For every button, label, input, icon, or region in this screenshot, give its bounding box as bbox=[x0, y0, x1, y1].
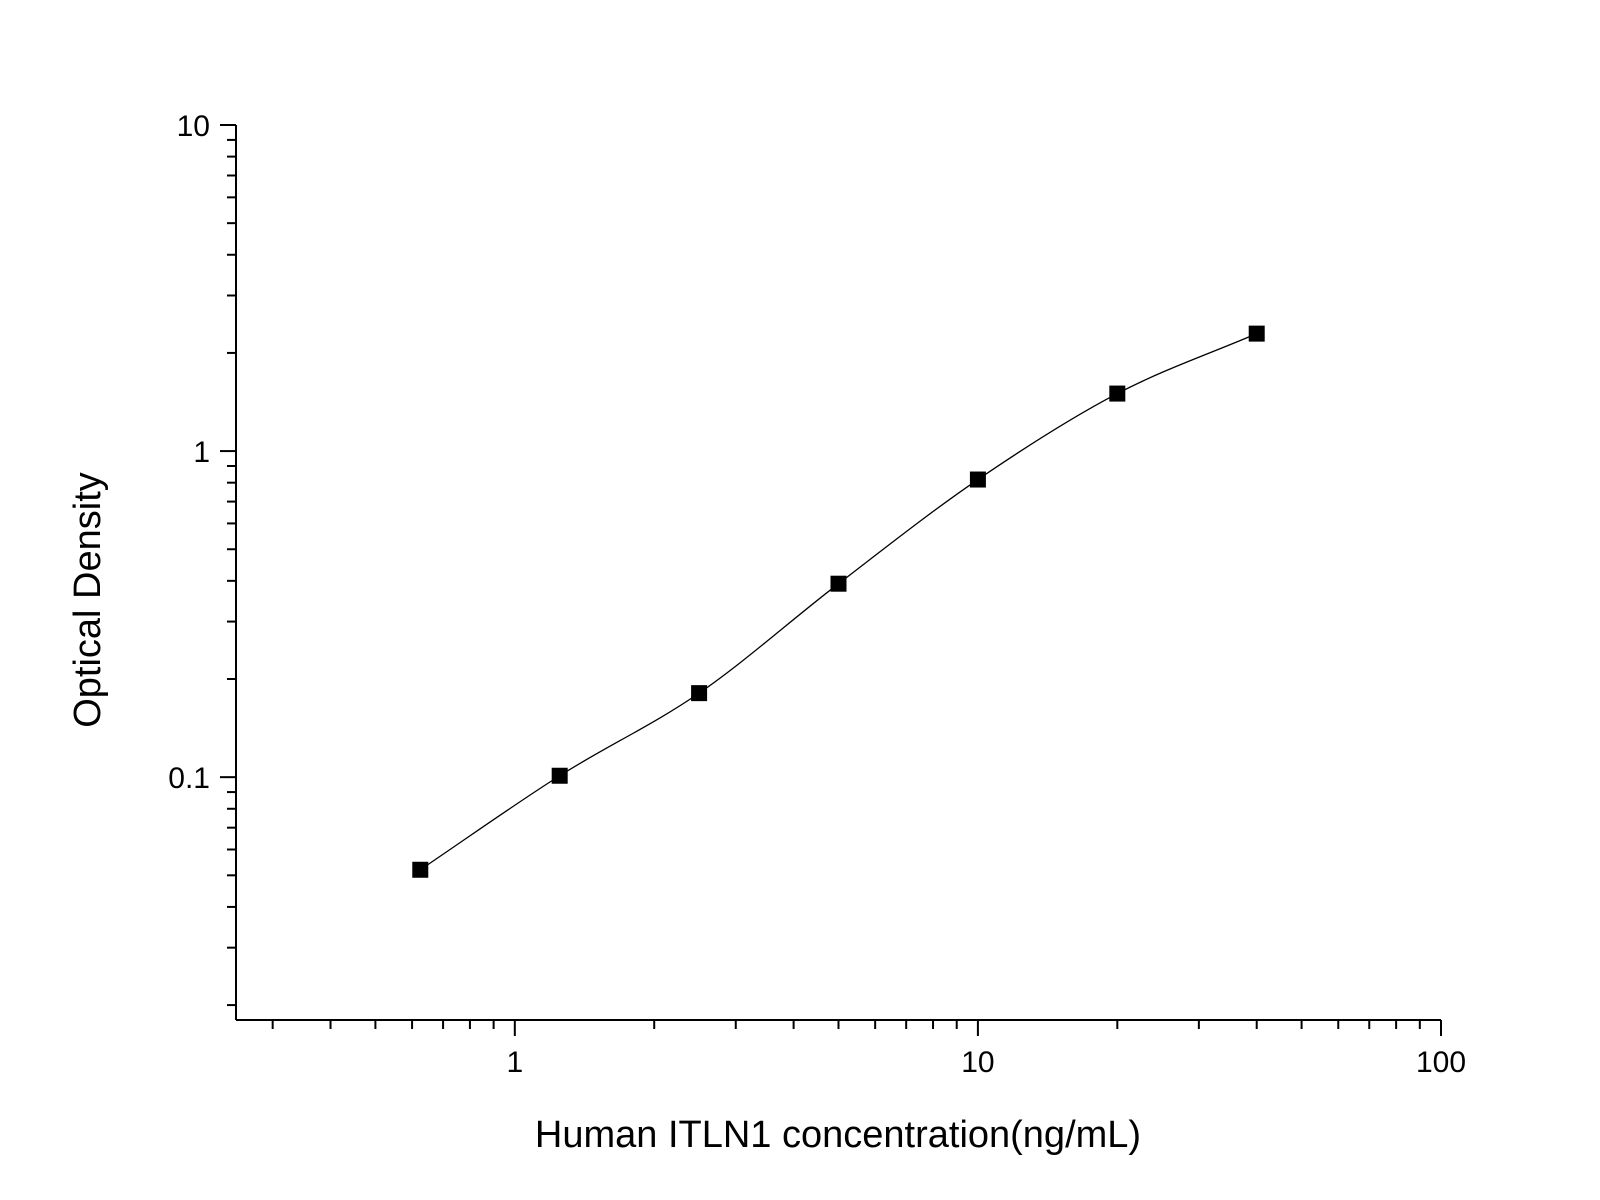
x-tick-label: 10 bbox=[961, 1046, 994, 1079]
plot-area: 0.1 1 10 1 10 100 bbox=[168, 110, 1466, 1079]
data-point bbox=[551, 767, 568, 784]
y-tick-label: 1 bbox=[193, 436, 210, 469]
x-axis-label: Human ITLN1 concentration(ng/mL) bbox=[535, 1114, 1141, 1156]
data-point bbox=[412, 861, 429, 878]
data-point bbox=[969, 471, 986, 488]
data-point bbox=[1248, 325, 1265, 342]
y-tick-label: 10 bbox=[177, 110, 210, 143]
data-points bbox=[412, 325, 1265, 878]
data-point bbox=[1109, 385, 1126, 402]
y-axis-ticks: 0.1 1 10 bbox=[168, 110, 236, 1007]
x-tick-label: 1 bbox=[506, 1046, 523, 1079]
fit-curve bbox=[419, 333, 1257, 871]
x-tick-label: 100 bbox=[1416, 1046, 1466, 1079]
data-point bbox=[830, 575, 847, 592]
y-axis-label: Optical Density bbox=[67, 472, 109, 728]
y-tick-label: 0.1 bbox=[168, 762, 210, 795]
data-point bbox=[691, 685, 708, 702]
x-axis-ticks: 1 10 100 bbox=[271, 1020, 1466, 1079]
